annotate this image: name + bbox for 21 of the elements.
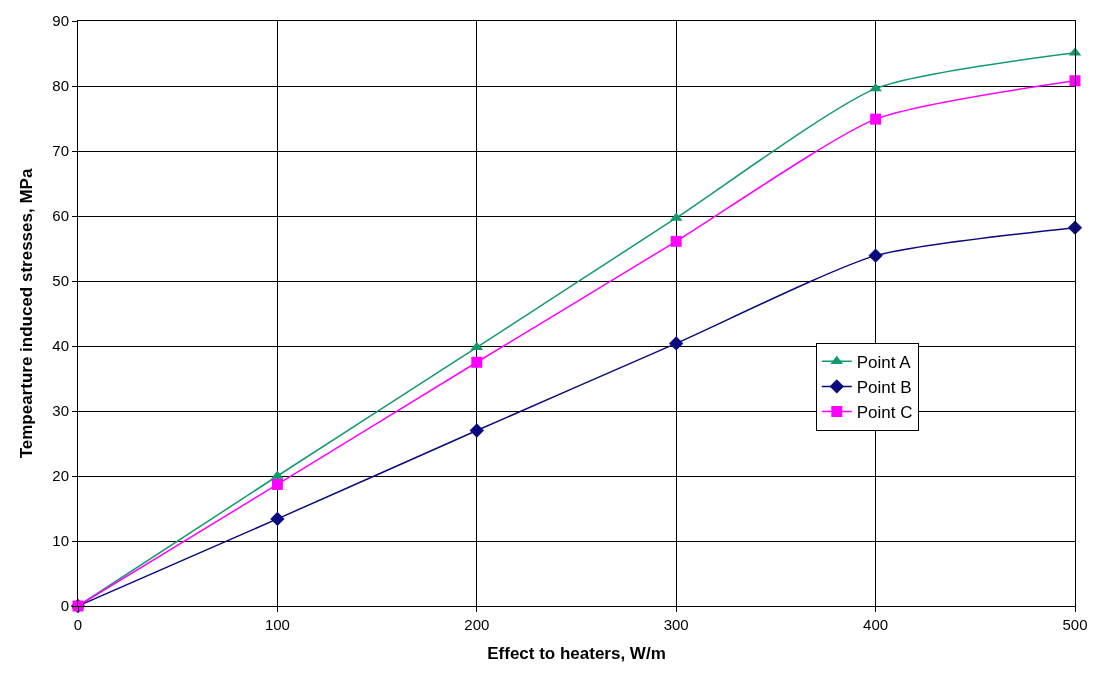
- x-tick-label: 300: [663, 616, 689, 633]
- y-tick-label: 90: [52, 12, 69, 30]
- y-tick-label: 10: [52, 532, 69, 550]
- x-tick-label: 400: [863, 616, 889, 633]
- legend-label: Point C: [856, 403, 913, 423]
- legend-label: Point B: [856, 378, 912, 398]
- x-axis-title: Effect to heaters, W/m: [487, 644, 666, 664]
- y-tick-label: 80: [52, 77, 69, 95]
- y-tick-label: 40: [52, 337, 69, 355]
- x-tick-label: 500: [1062, 616, 1088, 633]
- legend-label: Point A: [856, 352, 912, 372]
- x-tick-label: 200: [464, 616, 490, 633]
- y-tick-label: 60: [52, 207, 69, 225]
- y-axis-title: Tempearture induced stresses, MPa: [16, 168, 36, 459]
- x-tick-label: 100: [264, 616, 290, 633]
- x-tick-label: 0: [73, 616, 83, 633]
- y-tick-label: 70: [52, 142, 69, 160]
- y-tick-label: 50: [52, 272, 69, 290]
- y-tick-label: 20: [52, 467, 69, 485]
- y-tick-label: 30: [52, 402, 69, 420]
- y-tick-label: 0: [60, 597, 69, 615]
